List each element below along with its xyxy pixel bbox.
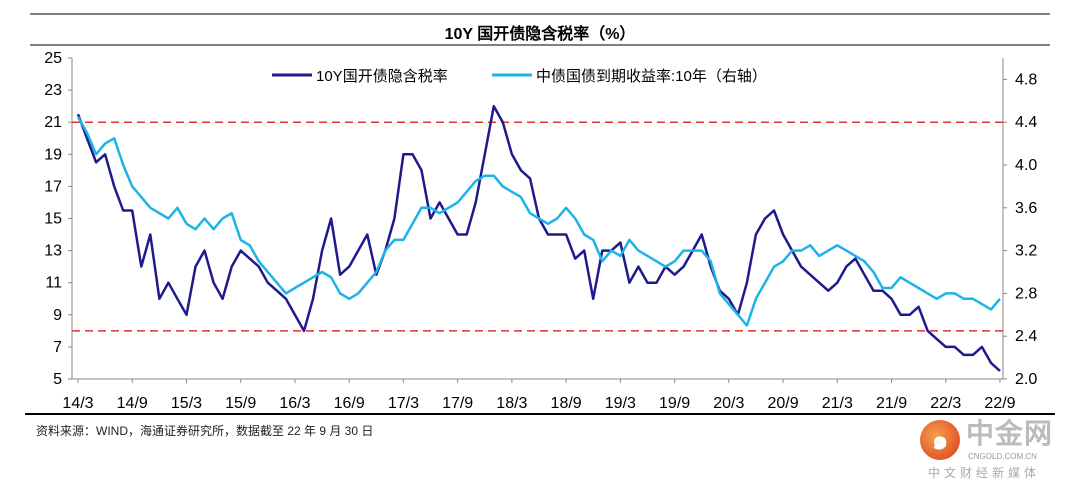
- x-tick-label: 14/9: [117, 395, 148, 412]
- chart-title: 10Y 国开债隐含税率（%）: [444, 26, 636, 43]
- y-left-tick-label: 25: [44, 50, 62, 67]
- x-tick-label: 16/9: [334, 395, 365, 412]
- x-tick-label: 18/3: [496, 395, 527, 412]
- legend: 10Y国开债隐含税率 中债国债到期收益率:10年（右轴）: [272, 68, 767, 85]
- x-tick-label: 22/3: [930, 395, 961, 412]
- y-left-tick-label: 5: [53, 371, 62, 388]
- y-right-tick-label: 2.0: [1015, 371, 1037, 388]
- y-right-tick-label: 4.4: [1015, 114, 1037, 131]
- x-tick-label: 18/9: [551, 395, 582, 412]
- x-tick-label: 15/9: [225, 395, 256, 412]
- legend-label-yield: 中债国债到期收益率:10年（右轴）: [536, 68, 767, 85]
- y-right-tick-label: 2.4: [1015, 328, 1037, 345]
- x-tick-label: 16/3: [279, 395, 310, 412]
- y-left-tick-label: 19: [44, 146, 62, 163]
- x-tick-label: 17/9: [442, 395, 473, 412]
- x-tick-label: 19/9: [659, 395, 690, 412]
- x-tick-label: 19/3: [605, 395, 636, 412]
- y-left-tick-label: 21: [44, 114, 62, 131]
- logo-tagline: 中文财经新媒体: [928, 466, 1041, 480]
- logo-url: CNGOLD.COM.CN: [968, 452, 1037, 461]
- y-left-tick-label: 13: [44, 243, 62, 260]
- y-left-tick-label: 9: [53, 307, 62, 324]
- x-tick-label: 20/9: [767, 395, 798, 412]
- x-tick-label: 21/9: [876, 395, 907, 412]
- x-tick-label: 14/3: [62, 395, 93, 412]
- x-tick-label: 21/3: [822, 395, 853, 412]
- source-note: 资料来源：WIND，海通证券研究所，数据截至 22 年 9 月 30 日: [36, 424, 374, 438]
- x-tick-label: 15/3: [171, 395, 202, 412]
- y-right-tick-label: 4.0: [1015, 157, 1037, 174]
- y-left-tick-label: 17: [44, 178, 62, 195]
- chart: 5 7 9 11 13 15 17 19 21 23 25 2.0 2.4 2.8 3.2 3.6 4.0 4.4…: [25, 13, 1055, 415]
- x-tick-label: 22/9: [984, 395, 1015, 412]
- y-left-tick-label: 11: [45, 275, 62, 292]
- y-left-tick-label: 7: [53, 339, 62, 356]
- y-left-tick-label: 23: [44, 82, 62, 99]
- y-right-tick-label: 3.6: [1015, 200, 1037, 217]
- y-right-tick-label: 4.8: [1015, 71, 1037, 88]
- series-line-10y-yield: [76, 116, 1001, 327]
- watermark-logo: ๑ 中金网 CNGOLD.COM.CN 中文财经新媒体: [918, 418, 1068, 484]
- y-left-tick-label: 15: [44, 211, 62, 228]
- y-right-tick-label: 2.8: [1015, 285, 1037, 302]
- logo-icon: ๑: [920, 420, 960, 460]
- logo-name: 中金网: [966, 418, 1054, 449]
- x-tick-label: 20/3: [713, 395, 744, 412]
- legend-label-tax: 10Y国开债隐含税率: [316, 68, 448, 85]
- y-right-tick-label: 3.2: [1015, 243, 1037, 260]
- x-tick-label: 17/3: [388, 395, 419, 412]
